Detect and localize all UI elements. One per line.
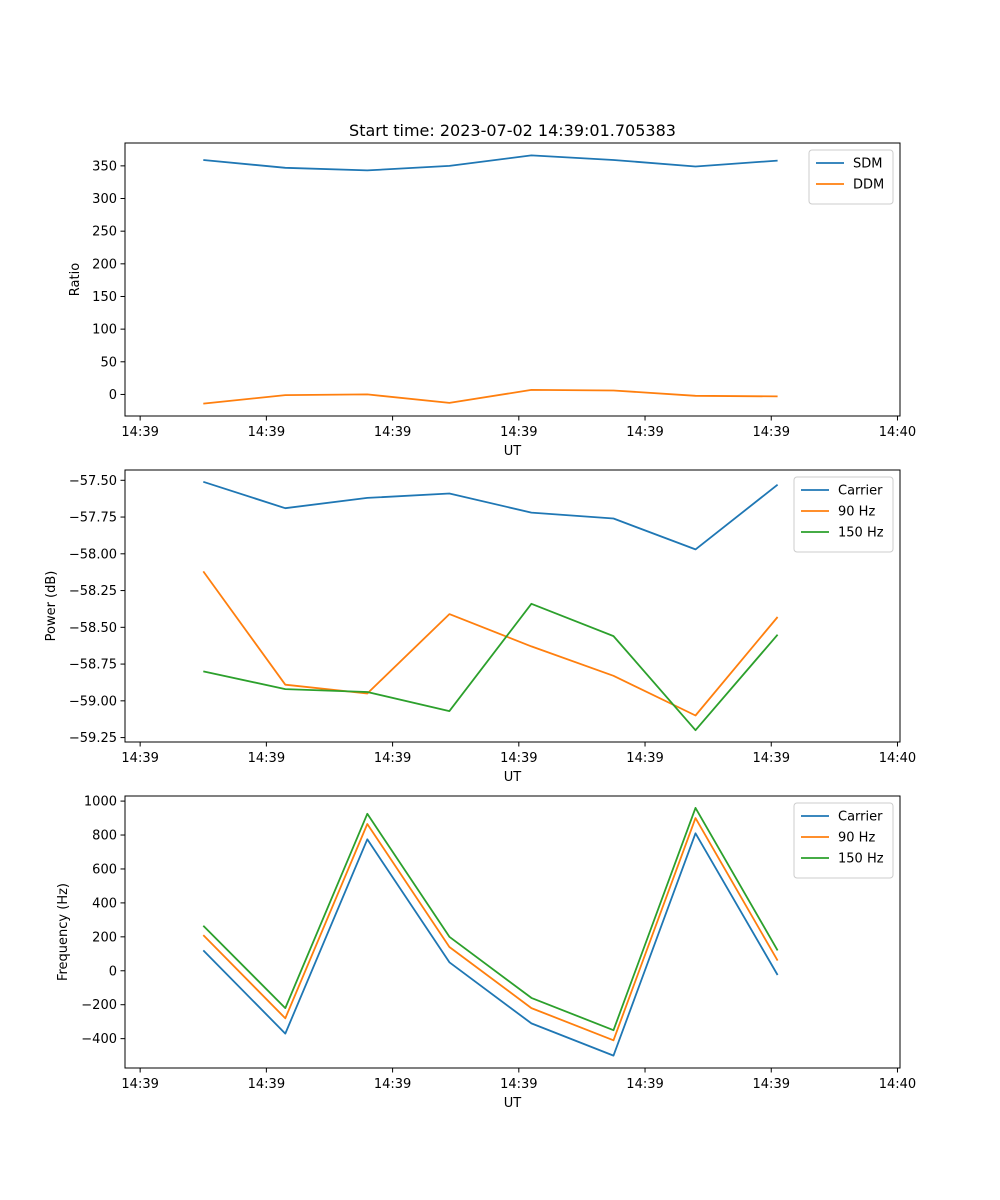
power-plot-frame xyxy=(124,469,901,743)
ratio-panel: 14:39 14:39 14:39 14:39 14:39 14:39 14:40 0 50 10… xyxy=(68,142,916,459)
power-x-tick-label: 14:40 xyxy=(879,751,916,766)
frequency-y-tick-label: 200 xyxy=(92,930,117,945)
power-panel: 14:39 14:39 14:39 14:39 14:39 14:39 14:40 −59.2… xyxy=(44,469,916,785)
frequency-legend-label-150-hz: 150 Hz xyxy=(838,852,884,867)
ratio-x-axis-label: UT xyxy=(504,444,522,459)
ratio-x-tick-label: 14:39 xyxy=(374,425,411,440)
power-legend-label-90-hz: 90 Hz xyxy=(838,505,875,520)
ratio-y-tick-label: 0 xyxy=(109,388,117,403)
frequency-y-tick-label: 400 xyxy=(92,896,117,911)
ratio-legend: SDM DDM xyxy=(808,149,894,205)
power-x-tick-label: 14:39 xyxy=(248,751,285,766)
power-x-axis-label: UT xyxy=(504,770,522,785)
frequency-legend-label-90-hz: 90 Hz xyxy=(838,831,875,846)
frequency-x-axis-label: UT xyxy=(504,1096,522,1111)
frequency-x-tick-label: 14:39 xyxy=(248,1077,285,1092)
frequency-series-line-90-hz xyxy=(202,817,779,1042)
ratio-x-tick-label: 14:40 xyxy=(879,425,916,440)
power-x-tick-label: 14:39 xyxy=(121,751,158,766)
frequency-legend-label-carrier: Carrier xyxy=(838,810,883,825)
power-legend-box xyxy=(793,476,894,553)
frequency-panel: 14:39 14:39 14:39 14:39 14:39 14:39 14:40 −400 −… xyxy=(56,795,916,1111)
frequency-x-tick-label: 14:39 xyxy=(626,1077,663,1092)
power-y-tick-label: −59.25 xyxy=(69,731,117,746)
frequency-series-line-150-hz xyxy=(202,807,779,1032)
frequency-plot-frame xyxy=(124,795,901,1069)
power-y-tick-label: −59.00 xyxy=(69,694,117,709)
power-y-tick-label: −57.50 xyxy=(69,474,117,489)
ratio-x-tick-label: 14:39 xyxy=(626,425,663,440)
frequency-y-tick-label: −400 xyxy=(81,1032,117,1047)
ratio-series-line-ddm xyxy=(203,388,778,405)
frequency-x-tick-label: 14:39 xyxy=(753,1077,790,1092)
ratio-x-tick-label: 14:39 xyxy=(500,425,537,440)
ratio-y-tick-label: 50 xyxy=(100,355,117,370)
power-y-tick-label: −58.50 xyxy=(69,621,117,636)
power-x-tick-label: 14:39 xyxy=(626,751,663,766)
frequency-legend: Carrier 90 Hz 150 Hz xyxy=(793,802,894,879)
frequency-y-tick-label: −200 xyxy=(81,998,117,1013)
ratio-y-axis-label: Ratio xyxy=(68,263,83,296)
power-x-tick-label: 14:39 xyxy=(374,751,411,766)
frequency-x-tick-label: 14:39 xyxy=(121,1077,158,1092)
ratio-x-tick-label: 14:39 xyxy=(753,425,790,440)
ratio-x-tick-label: 14:39 xyxy=(248,425,285,440)
ratio-x-tick-label: 14:39 xyxy=(121,425,158,440)
frequency-y-tick-label: 0 xyxy=(109,964,117,979)
frequency-x-tick-label: 14:40 xyxy=(879,1077,916,1092)
power-x-tick-label: 14:39 xyxy=(753,751,790,766)
frequency-legend-box xyxy=(793,802,894,879)
power-legend-label-150-hz: 150 Hz xyxy=(838,526,884,541)
ratio-y-tick-label: 200 xyxy=(92,257,117,272)
power-y-axis-label: Power (dB) xyxy=(44,571,59,642)
power-series-line-150-hz xyxy=(203,602,779,732)
power-series-line-carrier xyxy=(203,480,779,551)
frequency-y-axis-label: Frequency (Hz) xyxy=(56,883,71,981)
figure-title: Start time: 2023-07-02 14:39:01.705383 xyxy=(349,121,676,140)
power-x-tick-label: 14:39 xyxy=(500,751,537,766)
frequency-x-tick-label: 14:39 xyxy=(500,1077,537,1092)
power-y-tick-label: −57.75 xyxy=(69,511,117,526)
frequency-x-tick-label: 14:39 xyxy=(374,1077,411,1092)
ratio-y-tick-label: 300 xyxy=(92,192,117,207)
power-series-line-90-hz xyxy=(202,570,779,717)
frequency-y-tick-label: 600 xyxy=(92,862,117,877)
ratio-legend-label-sdm: SDM xyxy=(853,157,882,172)
ratio-y-tick-label: 250 xyxy=(92,225,117,240)
ratio-y-tick-label: 100 xyxy=(92,323,117,338)
power-y-tick-label: −58.00 xyxy=(69,547,117,562)
power-y-tick-label: −58.75 xyxy=(69,658,117,673)
power-legend: Carrier 90 Hz 150 Hz xyxy=(793,476,894,553)
power-y-tick-label: −58.25 xyxy=(69,584,117,599)
frequency-y-tick-label: 800 xyxy=(92,829,117,844)
frequency-y-tick-label: 1000 xyxy=(84,795,117,810)
ratio-series-line-sdm xyxy=(203,154,778,172)
ratio-y-tick-label: 350 xyxy=(92,159,117,174)
ratio-legend-label-ddm: DDM xyxy=(853,178,884,193)
power-legend-label-carrier: Carrier xyxy=(838,484,883,499)
ratio-y-tick-label: 150 xyxy=(92,290,117,305)
ratio-plot-frame xyxy=(124,142,901,417)
frequency-series-line-carrier xyxy=(202,832,779,1057)
